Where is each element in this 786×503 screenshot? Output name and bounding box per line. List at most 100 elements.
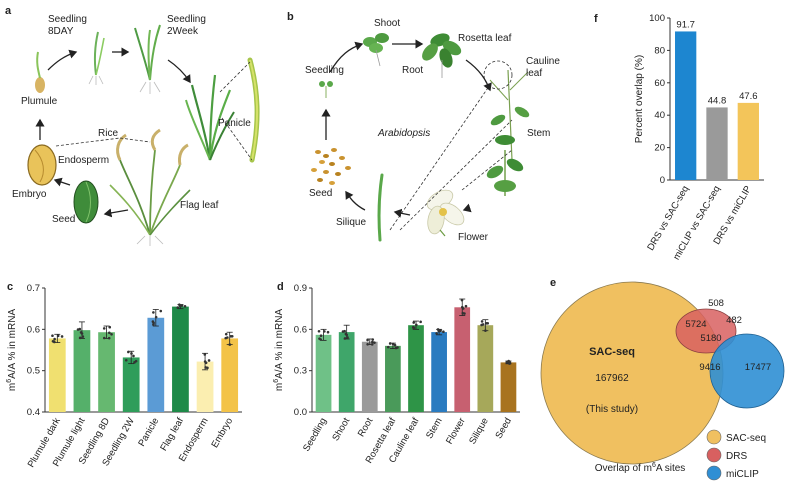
chart-d-point-7-3: [484, 329, 487, 332]
venn-sac-note: (This study): [586, 404, 638, 415]
chart-d-point-3-2: [393, 343, 397, 347]
chart-d-point-0-0: [326, 330, 330, 334]
venn-count-drs-only: 508: [708, 298, 724, 309]
arabidopsis-rosette-illustration: [422, 33, 462, 78]
chart-d-ytick-label-0: 0.0: [294, 407, 307, 418]
label-cauline-leaf-line1: Cauline: [526, 56, 560, 67]
chart-d-point-4-0: [412, 321, 416, 324]
chart-f-ylabel: Percent overlap (%): [634, 55, 645, 143]
chart-d-point-3-0: [386, 345, 390, 349]
panel-e-letter: e: [550, 277, 556, 289]
label-cauline-leaf-line2: leaf: [526, 68, 542, 79]
chart-d-xtick-label-7: Silique: [467, 416, 491, 446]
chart-d-bar-4: [408, 325, 424, 412]
chart-f-ytick-label-5: 100: [649, 13, 665, 24]
chart-c-bar-4: [147, 317, 165, 412]
chart-d-ylabel-rest: A/A % in mRNA: [274, 309, 285, 379]
chart-d-xtick-label-0: Seedling: [301, 416, 329, 454]
chart-d-bar-1: [338, 332, 355, 412]
chart-c-point-6-1: [207, 359, 211, 362]
chart-d-point-7-5: [485, 322, 488, 325]
seedling-8day-illustration: [88, 31, 105, 85]
venn-count-sac-mi: 9416: [699, 362, 720, 373]
chart-d-bar-3: [385, 345, 401, 412]
chart-c-ylabel-m: m: [7, 383, 18, 391]
chart-d-bar-6: [454, 307, 471, 412]
chart-d-ytick-label-2: 0.6: [294, 324, 307, 335]
venn-legend-swatch-0: [706, 429, 722, 445]
chart-c-point-2-5: [107, 336, 111, 340]
venn-count-drs-mi: 482: [726, 315, 742, 326]
venn-caption: Overlap of m6A sites: [595, 462, 686, 474]
chart-c-point-0-4: [51, 339, 55, 343]
arabidopsis-cauline-plant-illustration: [489, 69, 530, 161]
chart-c-bar-2: [98, 332, 115, 412]
venn-legend-label-2: miCLIP: [726, 469, 759, 480]
chart-c-bar-5: [172, 306, 189, 412]
panel-b-letter: b: [287, 11, 294, 23]
chart-d-bar-5: [431, 332, 447, 412]
venn-caption-sup: 6: [652, 462, 656, 469]
chart-c-xtick-label-4: Panicle: [136, 416, 161, 448]
venn-legend-swatch-1: [706, 447, 722, 463]
chart-d-xtick-label-8: Seed: [493, 416, 514, 441]
venn-legend-label-1: DRS: [726, 451, 747, 462]
chart-c-point-6-4: [203, 353, 207, 356]
chart-c-bar-0: [48, 338, 66, 412]
chart-f-ytick-label-0: 0: [660, 175, 665, 186]
chart-d-bar-0: [315, 334, 332, 412]
chart-d-point-7-1: [481, 323, 485, 326]
panel-d-letter: d: [277, 281, 284, 293]
chart-c-point-3-5: [130, 352, 133, 355]
rice-panicle-plant-illustration: [185, 74, 235, 161]
venn-count-sac-only: 167962: [595, 373, 629, 384]
chart-d-point-4-5: [412, 327, 416, 330]
chart-f-bar-0: [675, 31, 697, 180]
chart-c-point-0-3: [51, 334, 54, 338]
label-flower: Flower: [458, 232, 489, 243]
chart-c-point-4-5: [152, 323, 155, 326]
chart-d-xtick-label-1: Shoot: [330, 416, 352, 443]
venn-circle-drs: [675, 308, 737, 354]
chart-c-ytick-label-3: 0.7: [27, 283, 40, 294]
chart-c-bar-1: [73, 330, 91, 412]
chart-d-point-4-1: [415, 323, 418, 327]
chart-f-ytick-label-2: 40: [654, 110, 665, 121]
label-cauline-leaf: Cauline leaf: [526, 56, 560, 79]
chart-d-point-6-3: [461, 307, 465, 310]
venn-legend-label-0: SAC-seq: [726, 433, 766, 444]
chart-d-point-2-4: [366, 338, 369, 342]
chart-c-bar-6: [196, 361, 214, 412]
chart-c-point-0-2: [53, 337, 56, 341]
venn-circle-sac-seq: [540, 281, 724, 465]
chart-d-xtick-label-2: Root: [356, 416, 376, 439]
venn-count-sac-drs: 5724: [685, 319, 706, 330]
panel-a: a: [5, 5, 260, 246]
chart-d-xtick-label-5: Stem: [424, 416, 445, 441]
label-seedling-2week-line2: 2Week: [167, 26, 199, 37]
venn-legend-swatch-2: [706, 465, 722, 481]
chart-d-point-6-5: [461, 311, 465, 315]
chart-d-point-6-1: [464, 304, 468, 308]
chart-d-point-5-4: [437, 329, 441, 333]
chart-d-point-3-4: [396, 346, 399, 349]
chart-c-point-2-1: [110, 332, 113, 336]
label-shoot: Shoot: [374, 18, 400, 29]
chart-d-ytick-label-3: 0.9: [294, 283, 307, 294]
chart-f-value-label-1: 44.8: [708, 95, 727, 106]
label-seedling-2week: Seedling: [167, 14, 206, 25]
chart-d-point-1-4: [346, 336, 349, 339]
chart-c-point-2-3: [102, 336, 106, 340]
chart-d-point-2-3: [366, 342, 369, 346]
chart-d-point-0-4: [318, 337, 321, 340]
chart-c-ylabel: m6A/A % in mRNA: [6, 309, 18, 392]
chart-d-bar-2: [361, 341, 378, 412]
chart-f-bar-1: [706, 107, 728, 180]
